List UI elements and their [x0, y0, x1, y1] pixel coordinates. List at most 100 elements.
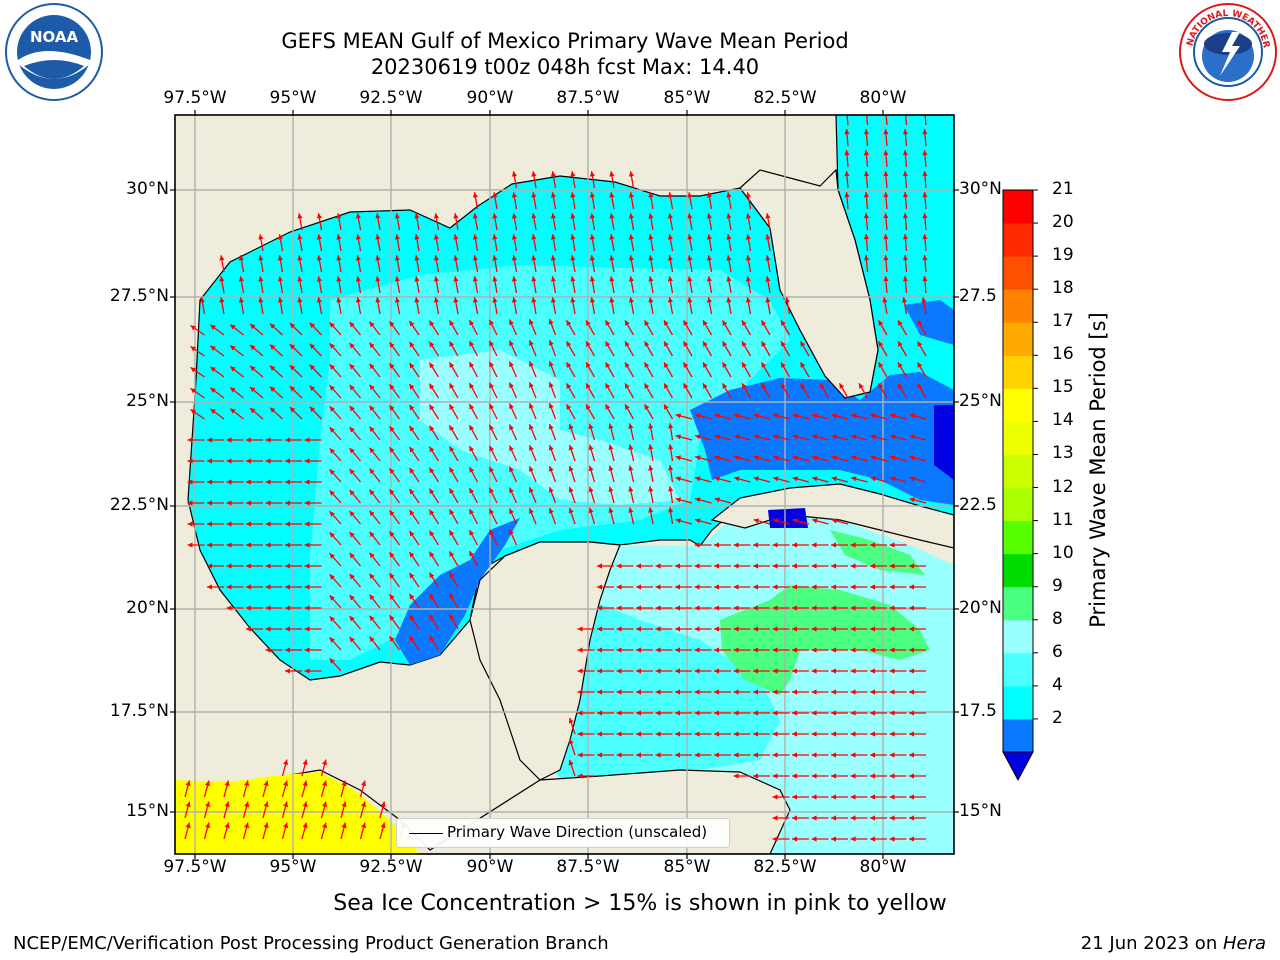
wave-arrow-head: [389, 405, 395, 411]
wave-arrow-head: [529, 445, 534, 451]
wave-arrow-head: [238, 276, 244, 282]
wave-arrow-head: [246, 584, 251, 590]
wave-arrow-head: [745, 276, 751, 282]
wave-arrow-head: [355, 276, 361, 282]
wave-arrow-head: [449, 551, 455, 557]
wave-arrow-head: [902, 150, 909, 156]
wave-arrow-head: [889, 689, 895, 695]
wave-arrow-head: [773, 518, 779, 524]
wave-arrow-head: [811, 668, 817, 674]
wave-arrow-head: [655, 710, 661, 716]
colorbar-frame: [1002, 189, 1034, 753]
wave-arrow-head: [870, 752, 875, 758]
wave-arrow-head: [389, 573, 395, 579]
wave-arrow-head: [800, 383, 806, 389]
wave-arrow-head: [429, 446, 435, 453]
wave-arrow-head: [761, 383, 767, 389]
wave-arrow-head: [772, 605, 778, 611]
wave-arrow-head: [648, 486, 654, 492]
wave-arrow-head: [792, 773, 797, 779]
wave-arrow-head: [753, 647, 758, 653]
wave-arrow-head: [577, 626, 583, 632]
wave-arrow-head: [839, 383, 845, 389]
wave-arrow-head: [329, 595, 335, 601]
wave-arrow-head: [409, 572, 415, 579]
wave-arrow-head: [722, 320, 728, 326]
wave-arrow-head: [883, 276, 889, 282]
wave-arrow-head: [187, 458, 193, 464]
wave-arrow-head: [675, 689, 680, 695]
wave-arrow-head: [850, 668, 856, 674]
wave-arrow-head: [636, 584, 641, 590]
wave-arrow-head: [811, 584, 817, 590]
wave-arrow-head: [449, 383, 455, 389]
wave-arrow-head: [648, 297, 654, 303]
wave-arrow-head: [922, 108, 927, 113]
wave-arrow-head: [831, 563, 836, 569]
wave-arrow-head: [355, 213, 361, 219]
wave-arrow-head: [753, 752, 758, 758]
wave-arrow-shaft: [885, 115, 888, 126]
wave-arrow-head: [761, 320, 767, 326]
wave-arrow-head: [297, 213, 303, 219]
wave-arrow-head: [297, 276, 303, 282]
wave-arrow-head: [304, 437, 310, 443]
wave-arrow-head: [883, 234, 889, 240]
noaa-logo: NOAA: [5, 3, 103, 101]
wave-arrow-head: [616, 626, 622, 632]
wave-arrow-head: [625, 320, 630, 326]
wave-arrow-head: [781, 341, 786, 347]
wave-arrow-head: [304, 626, 310, 632]
wave-arrow-head: [609, 234, 615, 240]
wave-arrow-head: [577, 689, 583, 695]
wave-arrow-head: [733, 668, 739, 674]
wave-arrow-head: [648, 213, 654, 219]
wave-arrow-head: [781, 320, 786, 326]
wave-arrow-head: [409, 446, 415, 453]
wave-arrow-head: [297, 255, 303, 261]
wave-arrow-head: [898, 320, 903, 326]
wave-arrow-head: [726, 234, 732, 240]
wave-arrow-head: [511, 192, 517, 198]
wave-arrow-head: [644, 404, 650, 410]
wave-arrow-head: [185, 801, 191, 808]
wave-arrow-head: [329, 616, 335, 622]
wave-arrow-head: [329, 532, 335, 538]
wave-arrow-head: [409, 593, 415, 600]
wave-arrow-head: [863, 255, 870, 261]
wave-arrow-head: [309, 364, 316, 371]
wave-arrow-head: [509, 529, 514, 536]
wave-arrow-head: [429, 572, 435, 579]
wave-arrow-head: [369, 615, 375, 622]
wave-arrow-head: [389, 468, 395, 474]
wave-arrow-head: [636, 605, 641, 611]
y-tick-label: 15°N: [126, 801, 169, 821]
wave-arrow-head: [811, 752, 817, 758]
colorbar-band: [1003, 487, 1033, 522]
wave-arrow-head: [636, 710, 641, 716]
wave-arrow-head: [389, 342, 395, 348]
x-tick-label: 82.5°W: [753, 88, 817, 108]
wave-arrow-head: [380, 822, 386, 829]
wave-arrow-head: [548, 487, 554, 493]
wave-arrow-head: [566, 362, 572, 368]
wave-arrow-head: [304, 479, 310, 485]
wave-arrow-head: [922, 150, 928, 156]
wave-arrow-head: [577, 731, 583, 737]
wave-arrow-head: [472, 276, 478, 282]
wave-arrow-head: [726, 255, 732, 261]
wave-arrow-head: [597, 689, 602, 695]
wave-arrow-head: [889, 836, 895, 842]
wave-arrow-head: [909, 836, 914, 842]
map-frame: [174, 114, 955, 855]
wave-arrow-head: [597, 647, 602, 653]
wave-arrow-head: [850, 731, 856, 737]
wave-arrow-head: [414, 234, 420, 240]
wave-arrow-head: [675, 752, 680, 758]
wave-arrow-head: [597, 563, 602, 569]
wave-arrow-head: [675, 434, 682, 440]
wave-arrow-head: [304, 458, 310, 464]
wave-arrow-head: [675, 710, 680, 716]
wave-arrow-head: [745, 213, 751, 219]
wave-arrow-head: [577, 647, 583, 653]
